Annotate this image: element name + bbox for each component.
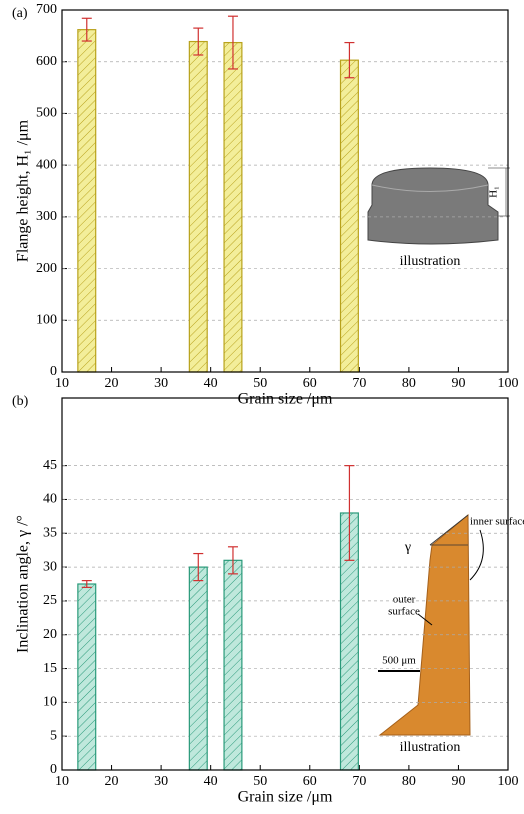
y-tick-label: 35 xyxy=(43,525,57,540)
annotation: γ xyxy=(404,540,411,555)
panel-label: (b) xyxy=(12,394,29,409)
y-tick-label: 600 xyxy=(36,54,57,69)
panel-label: (a) xyxy=(12,6,28,21)
bar xyxy=(223,41,243,373)
x-tick-label: 70 xyxy=(352,774,366,789)
annotation: outer xyxy=(393,594,416,606)
x-tick-label: 80 xyxy=(402,774,416,789)
y-tick-label: 100 xyxy=(36,313,57,328)
y-tick-label: 5 xyxy=(50,728,57,743)
inset-b xyxy=(378,513,484,736)
annotation: inner surface xyxy=(470,516,524,528)
annotation: H₁ xyxy=(488,186,500,198)
y-tick-label: 10 xyxy=(43,695,57,710)
x-tick-label: 40 xyxy=(204,376,218,391)
bar xyxy=(77,583,97,771)
x-tick-label: 70 xyxy=(352,376,366,391)
x-tick-label: 40 xyxy=(204,774,218,789)
annotation: illustration xyxy=(400,254,461,269)
x-tick-label: 100 xyxy=(498,774,519,789)
bar xyxy=(188,566,208,771)
annotation: surface xyxy=(388,606,420,618)
x-tick-label: 90 xyxy=(451,774,465,789)
y-tick-label: 200 xyxy=(36,261,57,276)
y-axis-label: Flange height, H₁ /μm xyxy=(15,119,32,262)
x-tick-label: 10 xyxy=(55,376,69,391)
x-tick-label: 50 xyxy=(253,774,267,789)
y-tick-label: 400 xyxy=(36,157,57,172)
x-tick-label: 20 xyxy=(105,376,119,391)
y-tick-label: 700 xyxy=(36,2,57,17)
plot-frame xyxy=(61,397,509,771)
y-axis-label: Inclination angle, γ /° xyxy=(15,515,32,653)
x-tick-label: 20 xyxy=(105,774,119,789)
y-tick-label: 15 xyxy=(43,661,57,676)
bar xyxy=(77,29,97,373)
y-tick-label: 500 xyxy=(36,106,57,121)
x-tick-label: 60 xyxy=(303,774,317,789)
x-axis-label: Grain size /μm xyxy=(238,789,333,806)
y-tick-label: 20 xyxy=(43,627,57,642)
y-tick-label: 0 xyxy=(50,364,57,379)
bar xyxy=(223,559,243,771)
x-tick-label: 100 xyxy=(498,376,519,391)
y-tick-label: 0 xyxy=(50,762,57,777)
x-tick-label: 30 xyxy=(154,376,168,391)
x-tick-label: 30 xyxy=(154,774,168,789)
y-tick-label: 40 xyxy=(43,492,57,507)
x-tick-label: 90 xyxy=(451,376,465,391)
y-tick-label: 30 xyxy=(43,559,57,574)
x-axis-label: Grain size /μm xyxy=(238,391,333,408)
y-tick-label: 25 xyxy=(43,593,57,608)
annotation: illustration xyxy=(400,740,461,755)
inset-a xyxy=(367,167,510,245)
x-tick-label: 50 xyxy=(253,376,267,391)
annotation: 500 μm xyxy=(382,655,416,667)
y-tick-label: 300 xyxy=(36,209,57,224)
plot-frame xyxy=(61,9,509,373)
y-tick-label: 45 xyxy=(43,458,57,473)
x-tick-label: 60 xyxy=(303,376,317,391)
x-tick-label: 80 xyxy=(402,376,416,391)
bar xyxy=(339,59,359,373)
bar xyxy=(188,40,208,373)
x-tick-label: 10 xyxy=(55,774,69,789)
